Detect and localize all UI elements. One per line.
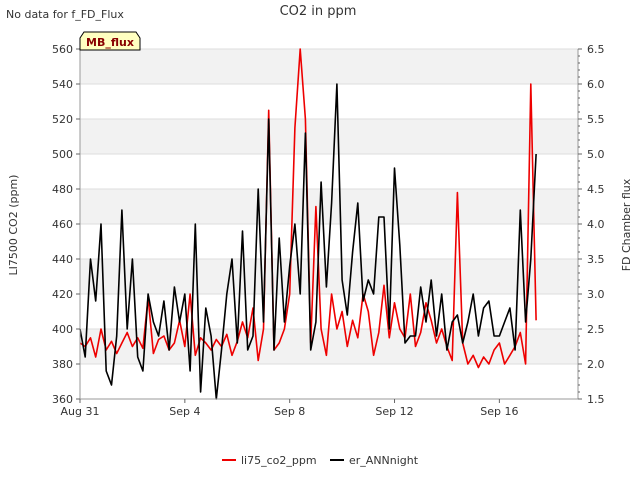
x-tick-label-4: Sep 16 [480, 405, 518, 418]
grid-band-1 [80, 329, 578, 364]
right-tick-label-10: 6.5 [587, 43, 605, 56]
right-tick-label-7: 5.0 [587, 148, 605, 161]
right-tick-label-4: 3.5 [587, 253, 605, 266]
series-line-er_ANNnight [79, 83, 537, 400]
left-tick-label-5: 460 [52, 218, 73, 231]
left-tick-label-7: 500 [52, 148, 73, 161]
grid-band-6 [80, 154, 578, 189]
left-tick-label-9: 540 [52, 78, 73, 91]
badge-shape [79, 31, 141, 51]
left-tick-label-0: 360 [52, 393, 73, 406]
left-tick-label-4: 440 [52, 253, 73, 266]
x-tick-label-2: Sep 8 [274, 405, 305, 418]
right-tick-label-3: 3.0 [587, 288, 605, 301]
left-tick-label-10: 560 [52, 43, 73, 56]
plot-area: 360 380 400 420 440 460 480 500 520 540 560 1.5 2.0 2… [52, 43, 605, 418]
legend-label-li75: li75_co2_ppm [241, 454, 317, 467]
left-tick-label-6: 480 [52, 183, 73, 196]
left-tick-label-2: 400 [52, 323, 73, 336]
right-tick-label-9: 6.0 [587, 78, 605, 91]
right-tick-label-5: 4.0 [587, 218, 605, 231]
right-tick-label-6: 4.5 [587, 183, 605, 196]
badge-label: MB_flux [86, 36, 134, 49]
x-tick-label-3: Sep 12 [375, 405, 413, 418]
right-tick-label-0: 1.5 [587, 393, 605, 406]
grid-band-0 [80, 364, 578, 399]
grid-band-8 [80, 84, 578, 119]
x-tick-label-1: Sep 4 [169, 405, 200, 418]
left-tick-label-3: 420 [52, 288, 73, 301]
grid-band-5 [80, 189, 578, 224]
status-note: No data for f_FD_Flux [6, 8, 124, 21]
right-tick-label-1: 2.0 [587, 358, 605, 371]
left-tick-label-1: 380 [52, 358, 73, 371]
left-axis-label: LI7500 CO2 (ppm) [7, 175, 20, 276]
right-axis-label: FD Chamber flux [620, 178, 633, 271]
grid-band-7 [80, 119, 578, 154]
grid-band-3 [80, 259, 578, 294]
legend: li75_co2_ppm er_ANNnight [222, 454, 419, 467]
mb-flux-badge: MB_flux [79, 31, 141, 51]
legend-label-er: er_ANNnight [349, 454, 419, 467]
x-tick-label-0: Aug 31 [61, 405, 100, 418]
right-tick-label-8: 5.5 [587, 113, 605, 126]
right-tick-label-2: 2.5 [587, 323, 605, 336]
chart-title: CO2 in ppm [280, 4, 357, 19]
grid-band-9 [80, 49, 578, 84]
left-tick-label-8: 520 [52, 113, 73, 126]
